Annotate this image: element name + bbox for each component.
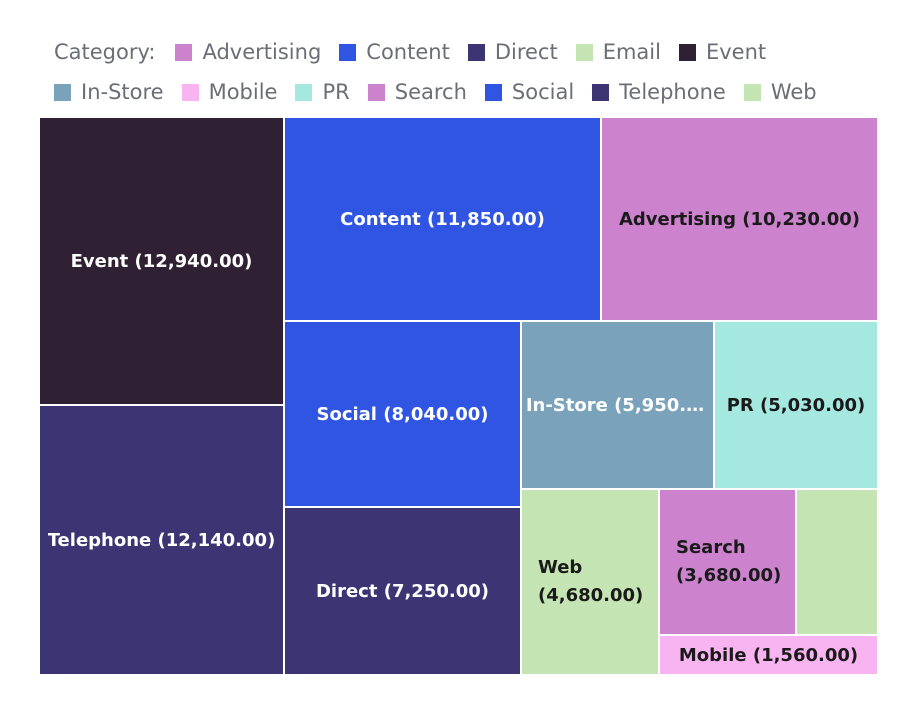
legend-item-email[interactable]: Email xyxy=(575,32,661,72)
legend-label: Search xyxy=(394,80,467,104)
legend-swatch xyxy=(484,83,502,101)
tile-social[interactable]: Social (8,040.00) xyxy=(285,322,520,506)
legend-swatch xyxy=(339,43,357,61)
legend-label: In-Store xyxy=(81,80,164,104)
legend-label: Mobile xyxy=(208,80,278,104)
legend-item-telephone[interactable]: Telephone xyxy=(592,72,726,112)
legend-swatch xyxy=(678,43,696,61)
legend-swatch xyxy=(592,83,610,101)
tile-email[interactable] xyxy=(797,490,877,634)
legend-label: Telephone xyxy=(619,80,726,104)
legend-item-in-store[interactable]: In-Store xyxy=(54,72,164,112)
legend-item-direct[interactable]: Direct xyxy=(467,32,558,72)
legend-swatch xyxy=(467,43,485,61)
tile-pr[interactable]: PR (5,030.00) xyxy=(715,322,877,488)
legend-item-advertising[interactable]: Advertising xyxy=(175,32,321,72)
legend-item-mobile[interactable]: Mobile xyxy=(181,72,278,112)
legend-item-event[interactable]: Event xyxy=(678,32,767,72)
tile-label: Telephone (12,140.00) xyxy=(47,529,276,551)
legend-swatch xyxy=(743,83,761,101)
tile-mobile[interactable]: Mobile (1,560.00) xyxy=(660,636,877,674)
legend-swatch xyxy=(295,83,313,101)
legend-swatch xyxy=(175,43,193,61)
legend-item-content[interactable]: Content xyxy=(339,32,450,72)
tile-label: Direct (7,250.00) xyxy=(315,580,489,602)
legend-label: Direct xyxy=(494,40,558,64)
tile-search[interactable]: Search (3,680.00) xyxy=(660,490,795,634)
tile-label: Content (11,850.00) xyxy=(340,208,545,230)
legend-swatch xyxy=(575,43,593,61)
legend-label: Content xyxy=(366,40,450,64)
tile-web[interactable]: Web (4,680.00) xyxy=(522,490,658,674)
tile-label: Mobile (1,560.00) xyxy=(678,644,859,666)
tile-telephone[interactable]: Telephone (12,140.00) xyxy=(40,406,283,674)
legend-label: Event xyxy=(705,40,767,64)
legend-item-pr[interactable]: PR xyxy=(295,72,350,112)
tile-event[interactable]: Event (12,940.00) xyxy=(40,118,283,404)
tile-label: In-Store (5,950.00) xyxy=(525,394,710,416)
legend-swatch xyxy=(367,83,385,101)
legend-swatch xyxy=(181,83,199,101)
legend: Category: Advertising Content Direct Email Ev… xyxy=(54,32,874,112)
tile-label: PR (5,030.00) xyxy=(726,394,866,416)
tile-label: Web (4,680.00) xyxy=(538,557,644,606)
tile-label: Advertising (10,230.00) xyxy=(618,208,861,230)
legend-label: Email xyxy=(602,40,661,64)
legend-label: Social xyxy=(511,80,575,104)
legend-item-web[interactable]: Web xyxy=(743,72,817,112)
legend-label: Web xyxy=(770,80,817,104)
tile-label: Social (8,040.00) xyxy=(316,403,489,425)
legend-swatch xyxy=(54,83,71,101)
tile-advertising[interactable]: Advertising (10,230.00) xyxy=(602,118,877,320)
tile-in-store[interactable]: In-Store (5,950.00) xyxy=(522,322,713,488)
tile-label: Event (12,940.00) xyxy=(70,250,253,272)
legend-label: PR xyxy=(322,80,350,104)
tile-content[interactable]: Content (11,850.00) xyxy=(285,118,600,320)
tile-label: Search (3,680.00) xyxy=(676,537,782,586)
legend-item-search[interactable]: Search xyxy=(367,72,467,112)
tile-direct[interactable]: Direct (7,250.00) xyxy=(285,508,520,674)
legend-item-social[interactable]: Social xyxy=(484,72,575,112)
legend-label: Advertising xyxy=(202,40,322,64)
legend-title: Category: xyxy=(54,40,156,64)
